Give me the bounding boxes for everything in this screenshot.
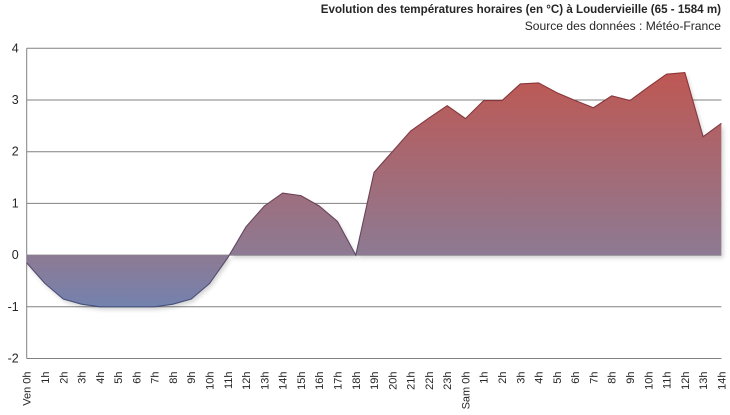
svg-text:13h: 13h <box>698 372 710 390</box>
svg-text:10h: 10h <box>643 372 655 390</box>
svg-text:3: 3 <box>12 93 19 107</box>
svg-text:3h: 3h <box>515 372 527 384</box>
svg-text:10h: 10h <box>205 372 217 390</box>
svg-text:17h: 17h <box>332 372 344 390</box>
svg-text:6h: 6h <box>131 372 143 384</box>
svg-text:16h: 16h <box>314 372 326 390</box>
svg-text:4h: 4h <box>534 372 546 384</box>
svg-text:4h: 4h <box>95 372 107 384</box>
svg-text:-2: -2 <box>8 352 19 366</box>
svg-text:23h: 23h <box>442 372 454 390</box>
svg-text:2h: 2h <box>497 372 509 384</box>
svg-text:7h: 7h <box>150 372 162 384</box>
svg-text:1h: 1h <box>40 372 52 384</box>
svg-text:14h: 14h <box>278 372 290 390</box>
svg-text:Ven 0h: Ven 0h <box>22 372 34 406</box>
svg-text:13h: 13h <box>259 372 271 390</box>
svg-text:5h: 5h <box>113 372 125 384</box>
svg-text:2: 2 <box>12 145 19 159</box>
svg-text:11h: 11h <box>662 372 674 390</box>
svg-text:5h: 5h <box>552 372 564 384</box>
svg-text:21h: 21h <box>406 372 418 390</box>
svg-text:Sam 0h: Sam 0h <box>460 372 472 410</box>
svg-text:14h: 14h <box>716 372 728 390</box>
svg-text:19h: 19h <box>369 372 381 390</box>
svg-text:20h: 20h <box>387 372 399 390</box>
svg-text:9h: 9h <box>625 372 637 384</box>
svg-text:0: 0 <box>12 248 19 262</box>
svg-text:2h: 2h <box>58 372 70 384</box>
svg-text:9h: 9h <box>186 372 198 384</box>
svg-text:4: 4 <box>12 41 19 55</box>
svg-text:22h: 22h <box>424 372 436 390</box>
svg-text:15h: 15h <box>296 372 308 390</box>
svg-text:8h: 8h <box>607 372 619 384</box>
svg-text:11h: 11h <box>223 372 235 390</box>
svg-text:18h: 18h <box>351 372 363 390</box>
svg-text:12h: 12h <box>680 372 692 390</box>
svg-text:6h: 6h <box>570 372 582 384</box>
svg-text:7h: 7h <box>588 372 600 384</box>
svg-text:12h: 12h <box>241 372 253 390</box>
svg-text:1: 1 <box>12 196 19 210</box>
svg-text:8h: 8h <box>168 372 180 384</box>
svg-text:-1: -1 <box>8 300 19 314</box>
svg-text:3h: 3h <box>77 372 89 384</box>
svg-text:1h: 1h <box>479 372 491 384</box>
